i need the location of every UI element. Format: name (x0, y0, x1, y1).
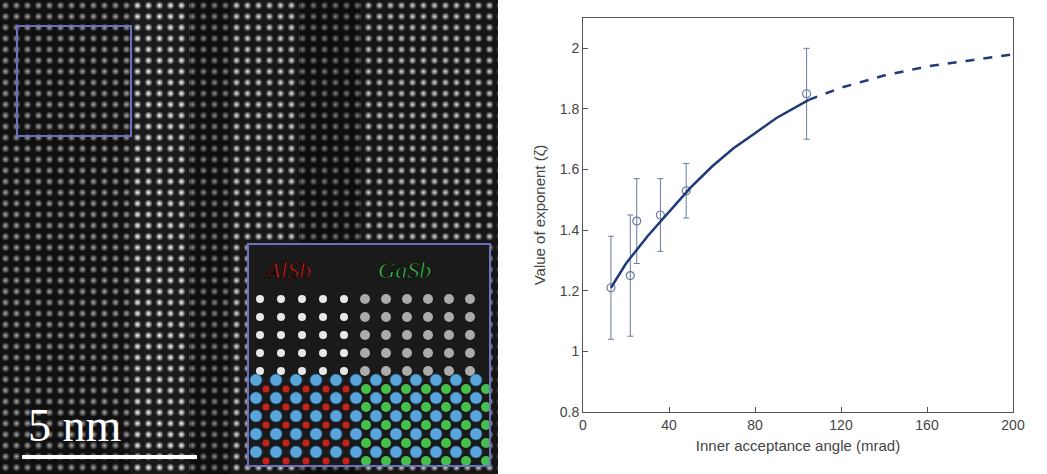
svg-text:1: 1 (571, 343, 579, 359)
svg-text:Inner acceptance angle (mrad): Inner acceptance angle (mrad) (696, 437, 900, 454)
svg-text:1.4: 1.4 (560, 222, 580, 238)
svg-text:1.2: 1.2 (560, 283, 580, 299)
svg-text:Value of exponent (ζ): Value of exponent (ζ) (531, 145, 548, 286)
svg-text:2: 2 (571, 40, 579, 56)
svg-text:5 nm: 5 nm (28, 400, 122, 451)
svg-text:40: 40 (661, 417, 677, 433)
svg-text:0.8: 0.8 (560, 404, 580, 420)
svg-text:0: 0 (579, 417, 587, 433)
svg-text:1.8: 1.8 (560, 101, 580, 117)
svg-text:GaSb: GaSb (378, 257, 431, 283)
svg-text:200: 200 (1001, 417, 1025, 433)
svg-text:120: 120 (829, 417, 853, 433)
svg-text:80: 80 (747, 417, 763, 433)
svg-text:1.6: 1.6 (560, 161, 580, 177)
svg-text:AlSb: AlSb (264, 257, 311, 283)
svg-text:160: 160 (915, 417, 939, 433)
